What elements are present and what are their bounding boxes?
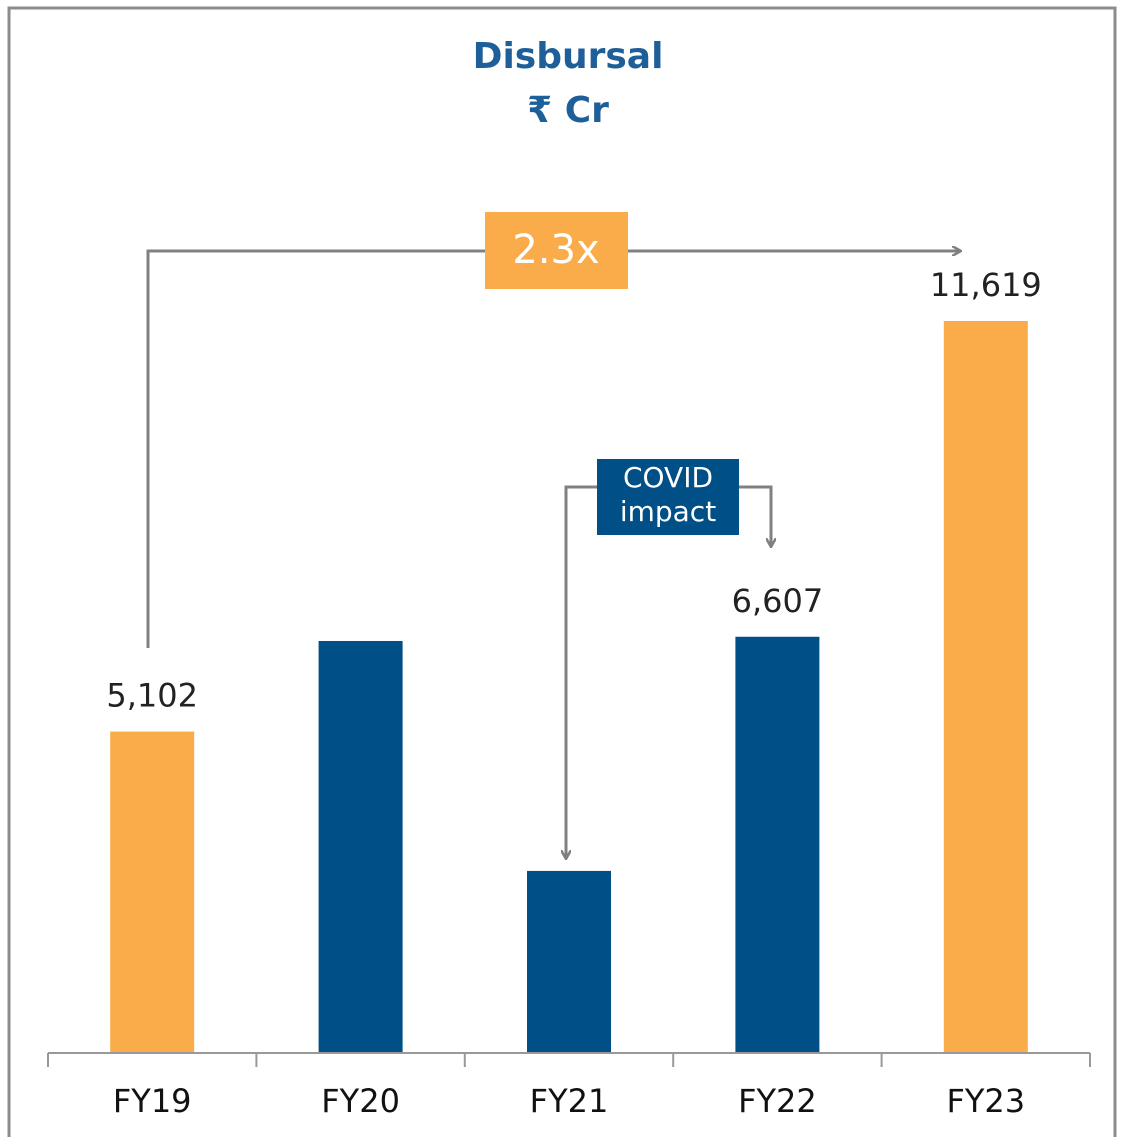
growth-label: 2.3x: [512, 227, 599, 273]
covid-label: impact: [620, 495, 716, 528]
x-tick-label: FY22: [738, 1082, 817, 1120]
bar: [527, 870, 611, 1053]
value-label: 6,607: [732, 582, 824, 620]
x-tick-label: FY23: [946, 1082, 1025, 1120]
covid-label: COVID: [623, 461, 713, 494]
bar: [943, 321, 1028, 1053]
x-tick-label: FY20: [321, 1082, 400, 1120]
value-label: 5,102: [106, 677, 198, 715]
chart-subtitle: ₹ Cr: [527, 90, 609, 131]
x-tick-label: FY19: [113, 1082, 192, 1120]
bar: [110, 731, 195, 1053]
growth-box: [485, 212, 628, 289]
covid-arrow-right: [739, 485, 771, 546]
bar: [318, 640, 403, 1053]
value-label: 11,619: [930, 266, 1042, 304]
x-tick-label: FY21: [530, 1082, 609, 1120]
bar: [735, 636, 820, 1053]
covid-box: [597, 459, 739, 535]
growth-arrow: [146, 251, 960, 648]
covid-arrow-left: [566, 485, 597, 858]
chart-title: Disbursal: [473, 36, 664, 77]
